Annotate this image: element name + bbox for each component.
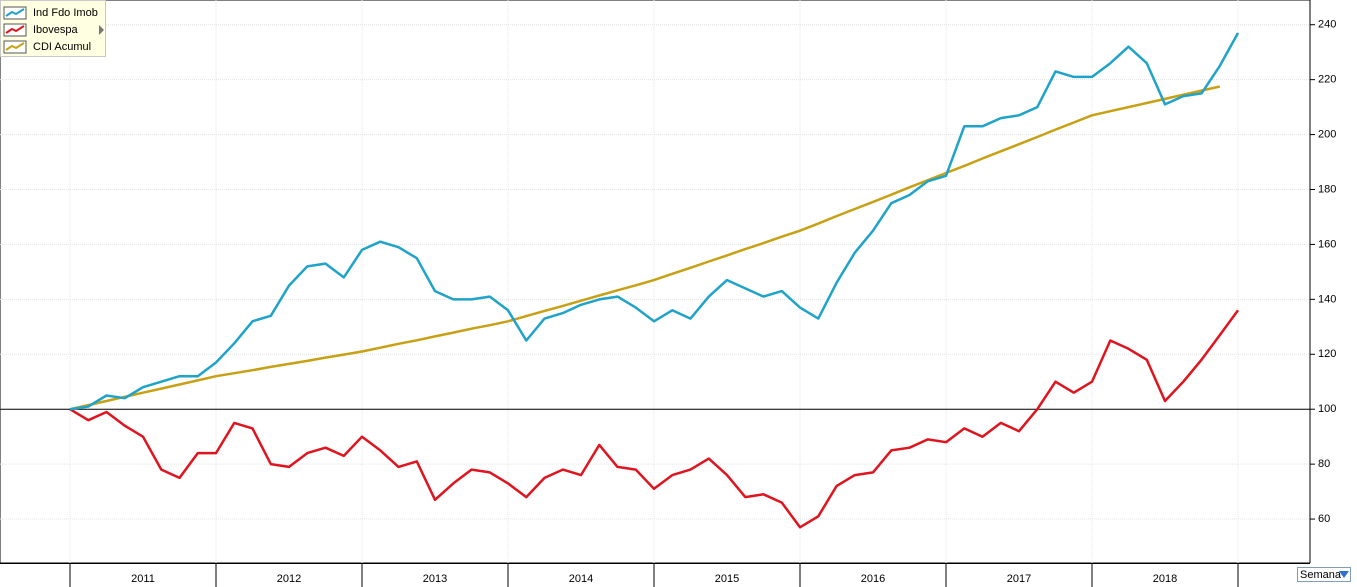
legend-arrow: [99, 25, 104, 35]
y-tick-label: 240: [1318, 19, 1336, 31]
y-tick-label: 80: [1318, 458, 1330, 470]
series-line: [69, 309, 1240, 529]
y-tick-label: 220: [1318, 74, 1336, 86]
y-tick-label: 140: [1318, 293, 1336, 305]
x-tick-label: 2012: [277, 573, 301, 585]
x-axis-strip: [0, 563, 1357, 587]
y-tick-label: 180: [1318, 183, 1336, 195]
legend: Ind Fdo Imob Ibovespa CDI Acumul: [0, 0, 106, 57]
series-line: [69, 32, 1240, 411]
x-tick-label: 2017: [1007, 573, 1031, 585]
series-line: [69, 85, 1221, 411]
y-tick-label: 160: [1318, 238, 1336, 250]
dropdown-arrow[interactable]: [1339, 571, 1349, 578]
legend-label: Ind Fdo Imob: [33, 7, 98, 19]
legend-swatch: [5, 8, 25, 17]
x-tick-label: 2014: [569, 573, 593, 585]
y-tick-label: 200: [1318, 128, 1336, 140]
x-tick-label: 2011: [131, 573, 155, 585]
legend-label: Ibovespa: [33, 24, 79, 36]
y-tick-label: 100: [1318, 403, 1336, 415]
plot-area: [0, 0, 1311, 564]
x-tick-label: 2013: [423, 573, 447, 585]
legend-swatch: [5, 42, 25, 51]
period-dropdown[interactable]: Semana: [1297, 567, 1351, 582]
y-tick-label: 120: [1318, 348, 1336, 360]
y-tick-label: 60: [1318, 513, 1330, 525]
legend-label: CDI Acumul: [33, 41, 91, 53]
x-tick-label: 2015: [715, 573, 739, 585]
x-tick-label: 2018: [1153, 573, 1177, 585]
period-label: Semana: [1300, 569, 1341, 581]
x-tick-label: 2016: [861, 573, 885, 585]
legend-swatch: [5, 25, 25, 34]
